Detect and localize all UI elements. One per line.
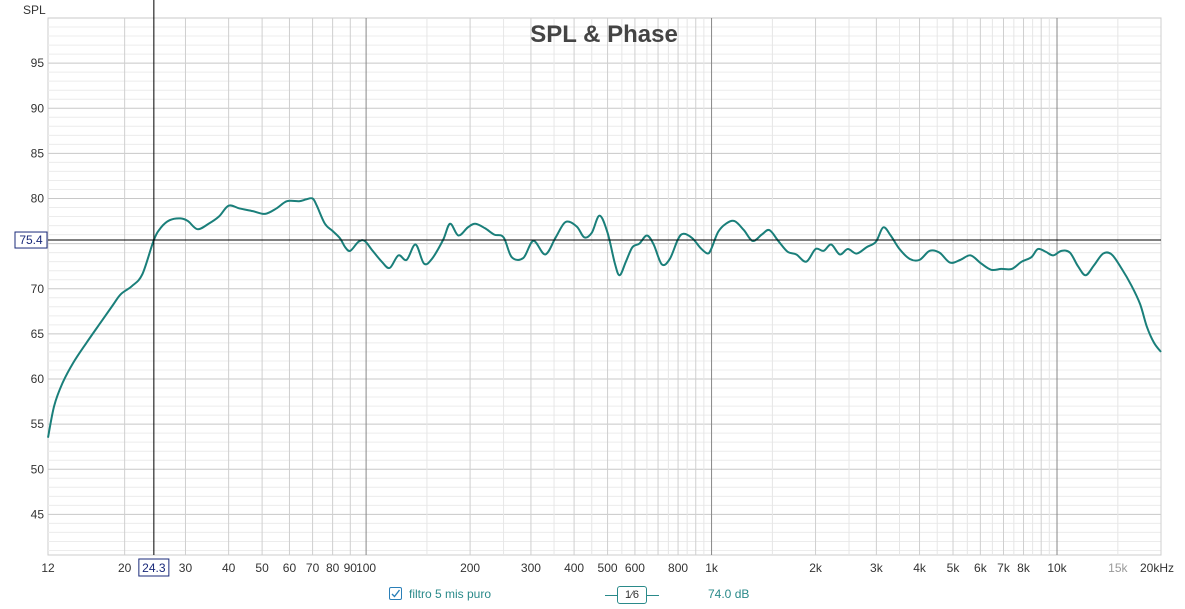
cursor-y-label: 75.4 [19,233,43,247]
series-name: filtro 5 mis puro [409,587,492,601]
grid [47,17,1162,556]
y-tick-label: 45 [31,507,45,521]
y-tick-label: 55 [31,417,45,431]
x-tick-label: 600 [625,561,645,575]
x-tick-label: 300 [521,561,541,575]
cursor[interactable]: 75.4 24.3 [14,0,1161,577]
x-tick-label: 100 [356,561,376,575]
x-tick-label: 15k [1108,561,1128,575]
x-tick-label: 12 [41,561,55,575]
y-tick-label: 50 [31,462,45,476]
x-tick-label: 400 [564,561,584,575]
cursor-y-box [14,231,48,249]
legend-bar: filtro 5 mis puro 1⁄6 74.0 dB [0,585,1185,607]
series-layer [47,197,1162,438]
y-axis-ticks: 4550556065707580859095 [31,56,45,521]
x-tick-label: 800 [668,561,688,575]
x-tick-label: 6k [974,561,988,575]
x-tick-label: 2k [809,561,823,575]
x-tick-label: 50 [255,561,269,575]
x-tick-label: 80 [326,561,340,575]
y-tick-label: 90 [31,101,45,115]
x-tick-label: 90 [344,561,358,575]
x-tick-label: 70 [306,561,320,575]
spl-chart[interactable]: 4550556065707580859095 12203040506070809… [0,0,1185,585]
x-tick-label: 1k [705,561,719,575]
check-icon [391,589,401,598]
x-tick-label: 40 [222,561,236,575]
y-axis-label: SPL [23,3,46,17]
x-axis-ticks: 12 20 30 40 50 60 70 80 90 100 200 300 400 500 600 800 1… [41,561,1174,575]
smoothing-line-left [605,595,617,596]
y-tick-label: 95 [31,56,45,70]
smoothing-line-right [647,595,659,596]
smoothing-value: 1⁄6 [617,586,647,604]
x-tick-label: 3k [870,561,884,575]
chart-title: SPL & Phase [530,21,678,48]
x-tick-label: 60 [283,561,297,575]
x-tick-label: 20kHz [1140,561,1174,575]
smoothing-selector[interactable]: 1⁄6 [605,585,659,605]
x-tick-label: 500 [598,561,618,575]
x-tick-label: 200 [460,561,480,575]
plot-area [47,17,1162,556]
y-tick-label: 60 [31,372,45,386]
y-tick-label: 85 [31,146,45,160]
x-tick-label: 20 [118,561,132,575]
y-tick-label: 70 [31,282,45,296]
x-tick-label: 4k [913,561,927,575]
series-line [47,197,1162,438]
cursor-x-box [138,558,170,577]
value-readout: 74.0 dB [708,587,750,601]
x-tick-label: 7k [997,561,1011,575]
series-visibility-checkbox[interactable] [389,587,402,600]
x-tick-label: 10k [1047,561,1067,575]
x-tick-label: 8k [1017,561,1031,575]
y-tick-label: 65 [31,327,45,341]
x-tick-label: 30 [179,561,193,575]
cursor-x-label: 24.3 [142,561,166,575]
x-tick-label: 5k [947,561,961,575]
y-tick-label: 80 [31,192,45,206]
